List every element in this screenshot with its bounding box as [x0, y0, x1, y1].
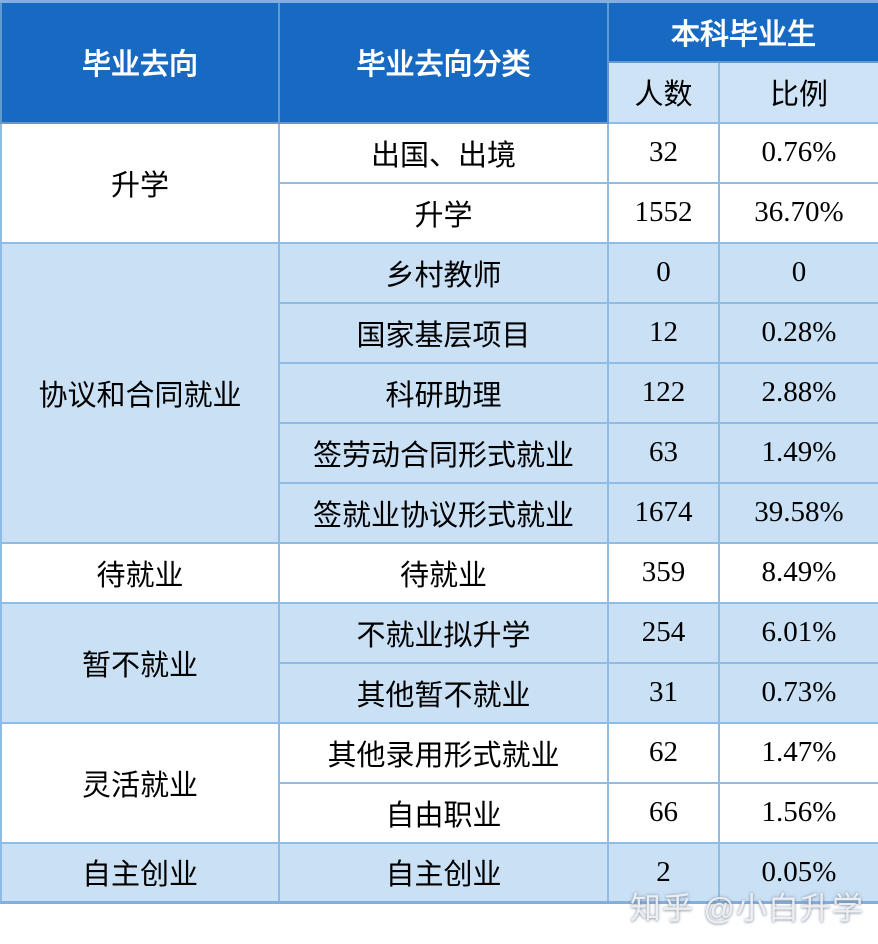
destination-cell: 暂不就业: [0, 601, 280, 724]
count-cell: 122: [607, 361, 720, 424]
table-row: 自由职业 66 1.56%: [1, 781, 878, 844]
category-cell: 自主创业: [278, 841, 609, 904]
table-row: 签就业协议形式就业 1674 39.58%: [1, 481, 878, 544]
category-cell: 待就业: [278, 541, 609, 604]
category-cell: 乡村教师: [278, 241, 609, 304]
ratio-cell: 1.49%: [717, 421, 878, 484]
table-header: 毕业去向 毕业去向分类 本科毕业生 人数 比例: [0, 0, 878, 124]
count-cell: 1552: [607, 181, 720, 244]
table-row: 待就业 待就业 359 8.49%: [0, 541, 878, 604]
header-undergraduate-group: 本科毕业生: [606, 0, 878, 63]
table-row: 自主创业 自主创业 2 0.05%: [0, 841, 878, 904]
category-cell: 签劳动合同形式就业: [278, 421, 609, 484]
table-row: 暂不就业 不就业拟升学 254 6.01%: [0, 601, 878, 724]
table-row: 其他暂不就业 31 0.73%: [1, 661, 878, 724]
table-row: 协议和合同就业 乡村教师 0 0: [0, 241, 878, 544]
ratio-cell: 1.47%: [717, 721, 878, 784]
count-cell: 63: [607, 421, 720, 484]
category-cell: 自由职业: [278, 781, 609, 844]
table-row: 升学 1552 36.70%: [1, 181, 878, 244]
category-cell: 其他录用形式就业: [278, 721, 609, 784]
count-cell: 62: [607, 721, 720, 784]
category-cell: 科研助理: [278, 361, 609, 424]
destination-cell: 协议和合同就业: [0, 241, 280, 544]
count-cell: 31: [607, 661, 720, 724]
count-cell: 359: [607, 541, 720, 604]
header-destination: 毕业去向: [0, 0, 280, 124]
ratio-cell: 39.58%: [717, 481, 878, 544]
category-cell: 不就业拟升学: [278, 601, 609, 664]
count-cell: 2: [607, 841, 720, 904]
ratio-cell: 36.70%: [717, 181, 878, 244]
header-row-top: 毕业去向 毕业去向分类 本科毕业生: [0, 0, 878, 124]
count-cell: 1674: [607, 481, 720, 544]
header-count: 人数: [607, 60, 720, 124]
table-row: 科研助理 122 2.88%: [1, 361, 878, 424]
category-cell: 国家基层项目: [278, 301, 609, 364]
table-row: 灵活就业 其他录用形式就业 62 1.47%: [0, 721, 878, 844]
count-cell: 0: [607, 241, 720, 304]
ratio-cell: 2.88%: [717, 361, 878, 424]
table-body: 升学 出国、出境 32 0.76% 升学 1552 36.70% 协议和合同就业 乡村教师 0 0 国…: [0, 121, 878, 904]
category-cell: 签就业协议形式就业: [278, 481, 609, 544]
destination-cell: 自主创业: [0, 841, 280, 904]
ratio-cell: 0.05%: [717, 841, 878, 904]
count-cell: 32: [607, 121, 720, 184]
category-cell: 其他暂不就业: [278, 661, 609, 724]
category-cell: 升学: [278, 181, 609, 244]
table-row: 国家基层项目 12 0.28%: [1, 301, 878, 364]
destination-cell: 待就业: [0, 541, 280, 604]
ratio-cell: 0.76%: [717, 121, 878, 184]
ratio-cell: 8.49%: [717, 541, 878, 604]
header-category: 毕业去向分类: [278, 0, 609, 124]
count-cell: 66: [607, 781, 720, 844]
ratio-cell: 0: [717, 241, 878, 304]
table-row: 升学 出国、出境 32 0.76%: [0, 121, 878, 244]
ratio-cell: 1.56%: [717, 781, 878, 844]
ratio-cell: 0.73%: [717, 661, 878, 724]
destination-cell: 灵活就业: [0, 721, 280, 844]
header-ratio: 比例: [717, 60, 878, 124]
ratio-cell: 6.01%: [717, 601, 878, 664]
graduation-destination-table: 毕业去向 毕业去向分类 本科毕业生 人数 比例 升学 出国、出境 32 0.76% 升学…: [0, 0, 878, 904]
header-row-sub: 人数 比例: [1, 60, 878, 124]
count-cell: 254: [607, 601, 720, 664]
count-cell: 12: [607, 301, 720, 364]
ratio-cell: 0.28%: [717, 301, 878, 364]
category-cell: 出国、出境: [278, 121, 609, 184]
destination-cell: 升学: [0, 121, 280, 244]
